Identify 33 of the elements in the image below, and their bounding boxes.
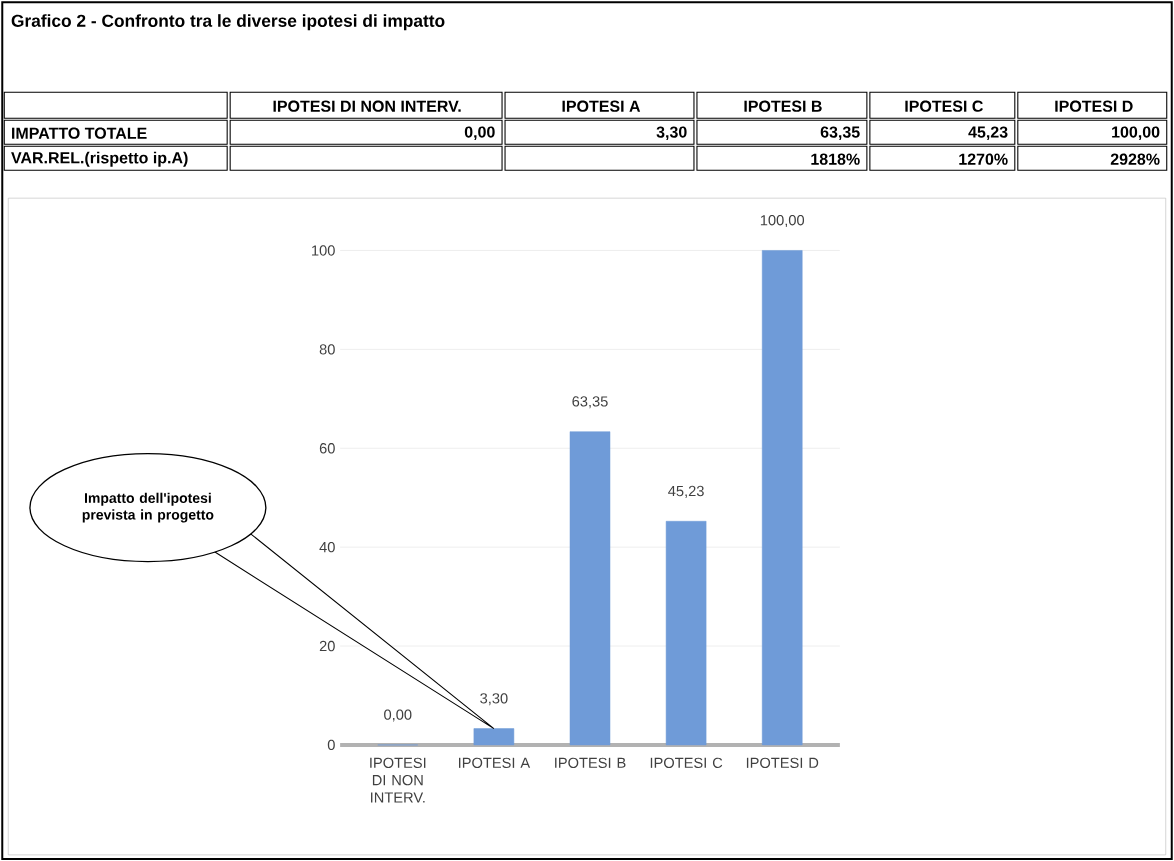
y-tick-label: 40 xyxy=(319,541,335,553)
text: 3,30 xyxy=(656,126,687,140)
x-tick-label: IPOTESI D xyxy=(746,757,819,768)
y-tick-label: 20 xyxy=(319,640,335,652)
x-tick-label: IPOTESI C xyxy=(650,757,723,768)
x-tick-label: IPOTESI DI NON INTERV. xyxy=(370,757,426,803)
text: Impatto dell'ipotesi prevista in progetto xyxy=(82,492,214,523)
y-tick-label: 100 xyxy=(312,245,335,256)
category-label: IPOTESI C xyxy=(905,100,983,112)
category-label: IPOTESI B xyxy=(744,100,822,112)
text: IMPATTO TOTALE xyxy=(12,127,147,139)
text: 1818% xyxy=(811,153,860,165)
category-label: IPOTESI DI NON INTERV. xyxy=(273,100,461,112)
y-tick-label: 80 xyxy=(319,344,335,355)
text: VAR.REL.(rispetto ip.A) xyxy=(11,151,188,167)
text: 100,00 xyxy=(1112,126,1160,140)
chart-title: Grafico 2 - Confronto tra le diverse ipotesi di impatto xyxy=(11,14,445,31)
data-label: 45,23 xyxy=(668,485,704,498)
y-tick-label: 0 xyxy=(327,739,335,751)
data-label: 3,30 xyxy=(480,693,508,706)
data-label: 100,00 xyxy=(760,214,805,228)
x-tick-label: IPOTESI A xyxy=(459,757,531,768)
y-tick-label: 60 xyxy=(319,443,335,454)
category-label: IPOTESI D xyxy=(1055,100,1133,112)
text: 2928% xyxy=(1110,153,1160,165)
data-label: 0,00 xyxy=(384,709,412,722)
text: 0,00 xyxy=(464,126,495,140)
x-tick-label: IPOTESI B xyxy=(555,757,626,768)
text: 45,23 xyxy=(968,126,1008,140)
category-label: IPOTESI A xyxy=(562,100,641,112)
text: 63,35 xyxy=(820,126,860,140)
data-label: 63,35 xyxy=(572,396,608,409)
text: 1270% xyxy=(959,153,1008,165)
